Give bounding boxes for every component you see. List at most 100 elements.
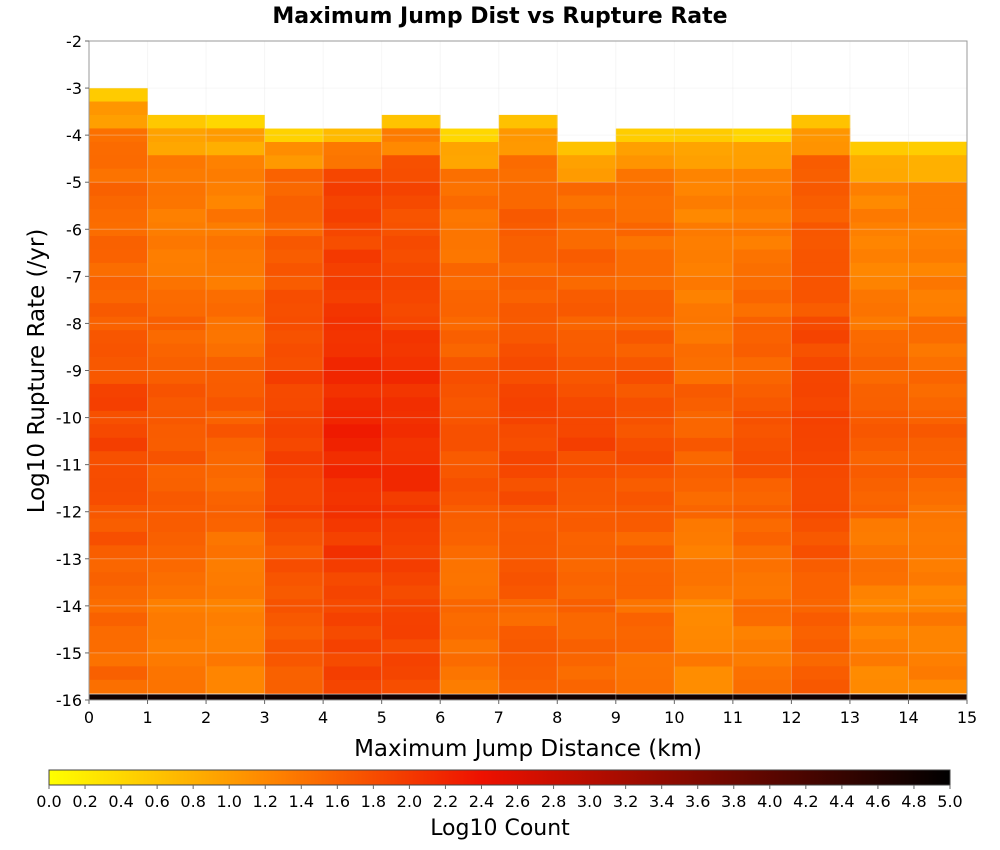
heatmap-cell xyxy=(908,545,968,560)
heatmap-cell xyxy=(615,195,675,210)
heatmap-cell xyxy=(264,558,324,573)
heatmap-cell xyxy=(732,155,792,170)
heatmap-cell xyxy=(849,383,909,398)
heatmap-cell xyxy=(147,531,207,546)
heatmap-cell xyxy=(264,478,324,493)
heatmap-cell xyxy=(206,370,265,385)
heatmap-cell xyxy=(732,142,792,156)
heatmap-cell xyxy=(498,276,558,291)
heatmap-cell xyxy=(849,410,909,425)
heatmap-cell xyxy=(674,532,734,546)
heatmap-cell xyxy=(615,357,675,372)
heatmap-cell xyxy=(791,545,851,560)
heatmap-cell xyxy=(440,679,500,694)
heatmap-cell xyxy=(674,612,734,627)
heatmap-cell xyxy=(908,383,968,398)
heatmap-cell xyxy=(615,276,675,291)
heatmap-cell xyxy=(732,612,792,627)
heatmap-cell xyxy=(206,262,265,277)
heatmap-cell xyxy=(674,263,734,277)
heatmap-cell xyxy=(674,666,734,681)
heatmap-cell xyxy=(615,572,675,587)
heatmap-cell xyxy=(498,209,558,223)
heatmap-cell-bottom xyxy=(147,694,207,700)
heatmap-cell xyxy=(849,141,909,156)
heatmap-cell xyxy=(264,182,324,197)
heatmap-cell xyxy=(615,263,675,277)
heatmap-cell xyxy=(206,209,265,223)
heatmap-cell xyxy=(908,249,968,264)
heatmap-cell xyxy=(264,639,324,654)
heatmap-cell xyxy=(206,330,265,344)
heatmap-cell xyxy=(206,383,265,398)
heatmap-cell xyxy=(206,410,265,425)
heatmap-cell xyxy=(908,289,968,304)
heatmap-cell xyxy=(206,114,265,129)
heatmap-cell xyxy=(89,558,148,573)
heatmap-cell xyxy=(264,222,324,237)
heatmap-cell xyxy=(849,558,909,573)
heatmap-cell xyxy=(498,666,558,681)
heatmap-cell xyxy=(498,141,558,156)
heatmap-cell xyxy=(849,262,909,277)
heatmap-cell xyxy=(557,276,617,291)
heatmap-cell xyxy=(89,262,148,277)
heatmap-cell xyxy=(557,679,617,694)
heatmap-cell xyxy=(732,384,792,398)
heatmap-cell xyxy=(89,101,148,116)
heatmap-cell xyxy=(849,370,909,385)
heatmap-cell xyxy=(206,666,265,681)
x-tick-label: 10 xyxy=(664,708,684,727)
heatmap-cell xyxy=(908,168,968,183)
heatmap-cell xyxy=(323,343,383,358)
heatmap-cell xyxy=(381,182,441,196)
heatmap-cell xyxy=(89,343,148,358)
heatmap-cell xyxy=(323,599,383,614)
heatmap-cell xyxy=(323,182,383,197)
heatmap-cell-bottom xyxy=(615,694,675,700)
heatmap-cell xyxy=(615,626,675,640)
heatmap-cell xyxy=(381,397,441,412)
heatmap-cell xyxy=(908,477,968,492)
heatmap-cell xyxy=(615,679,675,694)
heatmap-cell xyxy=(791,141,851,156)
heatmap-cell xyxy=(89,531,148,546)
heatmap-cell xyxy=(615,343,675,358)
heatmap-cell xyxy=(674,451,734,466)
heatmap-cell xyxy=(381,424,441,439)
heatmap-cell xyxy=(440,276,500,291)
heatmap-cell xyxy=(381,639,441,654)
heatmap-cell xyxy=(264,532,324,546)
heatmap-cell xyxy=(381,464,441,479)
heatmap-cell xyxy=(206,572,265,586)
heatmap-cell xyxy=(791,209,851,223)
heatmap-cell xyxy=(791,235,851,250)
heatmap-cell xyxy=(206,504,265,519)
heatmap-cell xyxy=(557,424,617,438)
x-tick-label: 5 xyxy=(377,708,387,727)
heatmap-cell xyxy=(323,518,383,533)
heatmap-cell xyxy=(381,558,441,573)
heatmap-cell xyxy=(264,209,324,224)
heatmap-cell xyxy=(849,518,909,533)
heatmap-cell xyxy=(89,504,148,519)
heatmap-cell xyxy=(89,397,148,412)
heatmap-cell xyxy=(147,652,207,667)
heatmap-cell xyxy=(674,370,734,385)
colorbar-tick-label: 4.4 xyxy=(829,792,854,811)
heatmap-cell xyxy=(849,477,909,492)
heatmap-cell xyxy=(498,518,558,533)
heatmap-cell xyxy=(206,585,265,600)
heatmap-cell xyxy=(791,114,851,129)
heatmap-cell xyxy=(323,263,383,277)
colorbar-label: Log10 Count xyxy=(430,816,570,841)
heatmap-cell-bottom xyxy=(323,694,383,700)
heatmap-cell xyxy=(264,585,324,600)
heatmap-cell xyxy=(849,652,909,667)
heatmap-cell xyxy=(147,155,207,170)
heatmap-cell xyxy=(908,598,968,613)
heatmap-cell xyxy=(674,464,734,479)
heatmap-cell xyxy=(323,222,383,237)
heatmap-cell xyxy=(674,410,734,425)
colorbar-ticks: 0.0 0.2 0.4 0.6 0.8 1.0 1.2 1.4 1.6 1.8 2.0 2.2 2.4 2… xyxy=(36,785,963,811)
